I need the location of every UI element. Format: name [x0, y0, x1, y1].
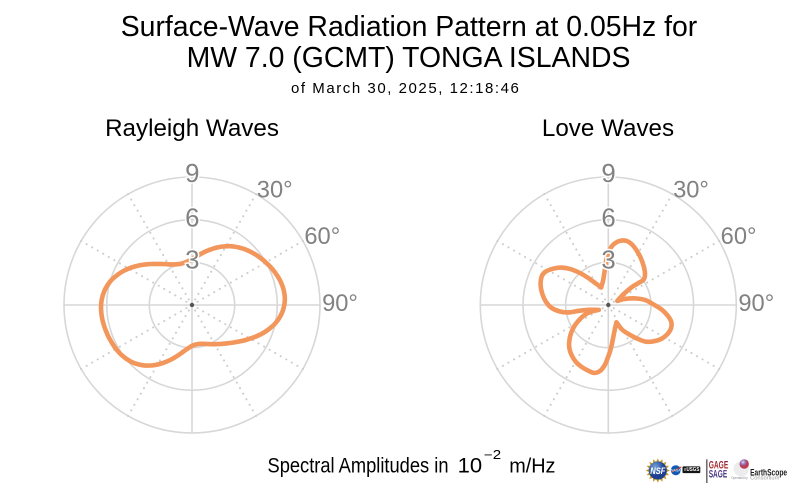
svg-text:Love Waves: Love Waves	[542, 115, 674, 142]
svg-text:60°: 60°	[721, 224, 757, 250]
svg-text:EarthScope: EarthScope	[750, 468, 787, 478]
svg-text:90°: 90°	[738, 291, 774, 317]
svg-text:NSF: NSF	[650, 466, 666, 476]
svg-text:6: 6	[601, 205, 615, 233]
svg-text:NASA: NASA	[671, 469, 681, 473]
svg-text:6: 6	[185, 205, 199, 233]
svg-text:≡USGS: ≡USGS	[684, 467, 700, 473]
svg-text:3: 3	[185, 247, 199, 275]
svg-text:Rayleigh Waves: Rayleigh Waves	[105, 115, 279, 142]
svg-text:of March 30, 2025, 12:18:46: of March 30, 2025, 12:18:46	[291, 80, 520, 97]
svg-text:30°: 30°	[257, 178, 293, 204]
svg-text:30°: 30°	[673, 178, 709, 204]
svg-text:SAGE: SAGE	[709, 468, 728, 480]
svg-text:MW 7.0 (GCMT) TONGA ISLANDS: MW 7.0 (GCMT) TONGA ISLANDS	[187, 42, 631, 74]
svg-text:3: 3	[601, 247, 615, 275]
svg-text:GAGE: GAGE	[709, 460, 729, 472]
svg-text:Consortium: Consortium	[750, 476, 780, 482]
svg-text:90°: 90°	[322, 291, 358, 317]
svg-text:9: 9	[601, 160, 615, 188]
svg-text:9: 9	[185, 160, 199, 188]
svg-text:Surface-Wave Radiation Pattern: Surface-Wave Radiation Pattern at 0.05Hz…	[121, 11, 698, 43]
svg-text:60°: 60°	[304, 224, 340, 250]
svg-text:Operated by: Operated by	[731, 476, 748, 480]
